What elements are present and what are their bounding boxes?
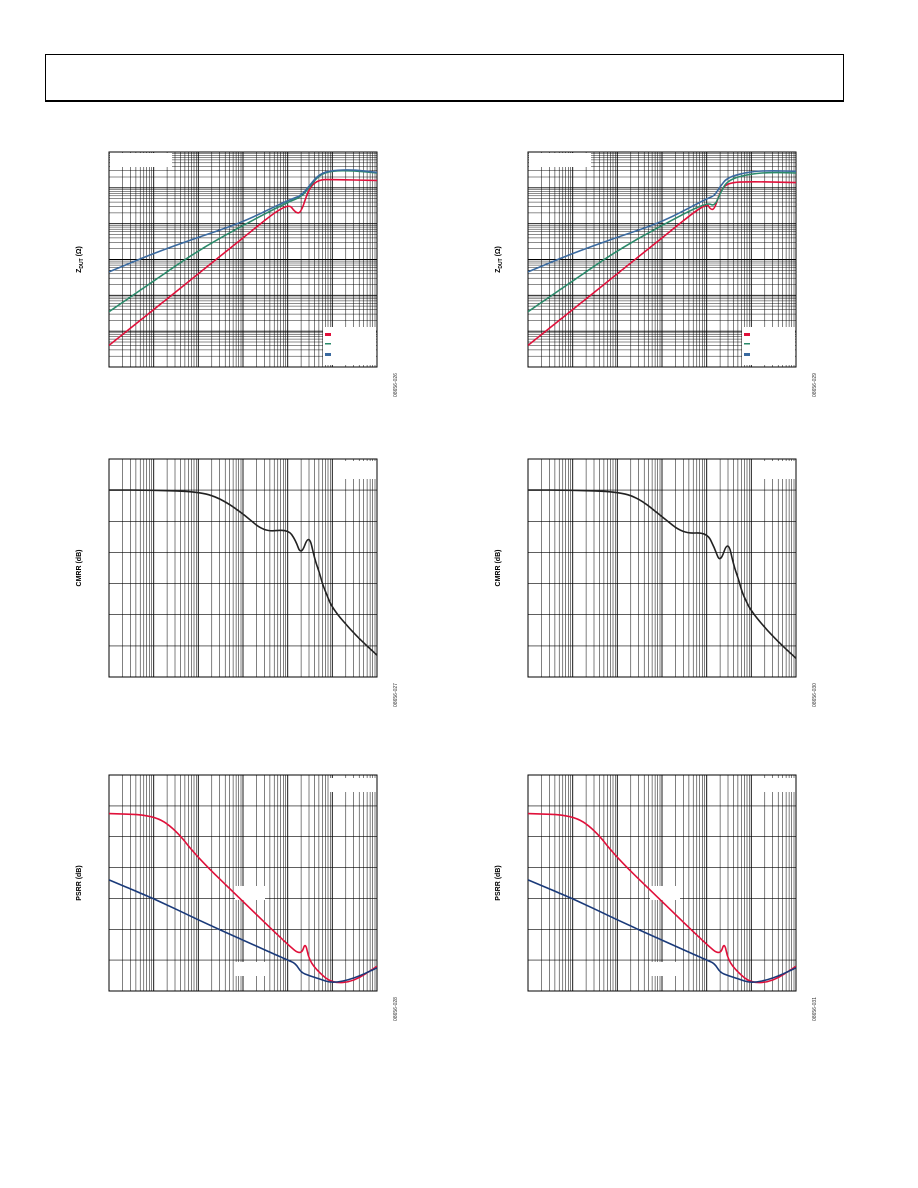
legend-swatch (325, 333, 331, 336)
figure-code: 08656-029 (812, 373, 818, 397)
legend-swatch (744, 333, 750, 336)
y-axis-label: ZDUT (Ω) (76, 246, 85, 273)
legend-swatch (325, 353, 331, 356)
legend-box (742, 327, 795, 365)
plot-frame (527, 151, 797, 368)
chart-psrr-right: PSRR (dB) 08656-031 (495, 774, 818, 1021)
legend (323, 327, 376, 365)
series-line-2 (109, 879, 377, 983)
series-line-2 (528, 171, 796, 313)
y-axis-label: ZDUT (Ω) (495, 246, 504, 273)
y-axis-label-unit: (Ω) (495, 246, 502, 258)
annotation-box (235, 962, 265, 976)
series-line-3 (528, 170, 796, 273)
legend-box (323, 327, 376, 365)
annotation-box (235, 886, 265, 900)
legend-swatch (744, 353, 750, 356)
annotation-box (338, 461, 376, 479)
annotation-box (330, 778, 376, 792)
chart-cmrr-left: CMRR (dB) 08656-027 (76, 458, 399, 707)
y-axis-label-main: Z (495, 268, 502, 273)
y-axis-label-sub: DUT (79, 258, 85, 268)
series-line-1 (109, 178, 377, 347)
series-line-1 (528, 489, 796, 659)
grid (109, 459, 377, 677)
annotation-box (650, 962, 680, 976)
annotation-box (529, 153, 591, 167)
series-line-1 (528, 181, 796, 347)
plot-frame (527, 774, 797, 992)
y-axis-label: CMRR (dB) (495, 550, 502, 587)
annotation-box (757, 461, 795, 479)
plot-frame (527, 458, 797, 678)
annotation-box (757, 778, 795, 792)
series-line-1 (109, 489, 377, 656)
grid (528, 459, 796, 677)
legend-swatch (744, 343, 750, 345)
legend (742, 327, 795, 365)
chart-cmrr-right: CMRR (dB) 08656-030 (495, 458, 818, 707)
y-axis-label-sub: DUT (498, 258, 504, 268)
y-axis-label-main: PSRR (dB) (76, 865, 83, 900)
series-line-1 (109, 812, 377, 984)
grid (528, 775, 796, 991)
series-line-2 (528, 879, 796, 983)
legend-swatch (325, 343, 331, 345)
chart-z-left: ZDUT (Ω) 08656-026 (76, 151, 399, 397)
grid (109, 775, 377, 991)
plot-frame (108, 458, 378, 678)
y-axis-label-unit: (Ω) (76, 246, 83, 258)
y-axis-label-main: PSRR (dB) (495, 865, 502, 900)
figure-code: 08656-026 (393, 373, 399, 397)
grid (528, 152, 796, 367)
series-line-3 (109, 169, 377, 273)
annotation-box (650, 886, 680, 900)
figure-code: 08656-027 (393, 683, 399, 707)
y-axis-label: CMRR (dB) (76, 550, 83, 587)
chart-z-right: ZDUT (Ω) 08656-029 (495, 151, 818, 397)
plot-frame (108, 774, 378, 992)
y-axis-label: PSRR (dB) (76, 865, 83, 900)
plot-frame (108, 151, 378, 368)
annotation-box (110, 153, 172, 167)
figure-code: 08656-030 (812, 683, 818, 707)
chart-psrr-left: PSRR (dB) 08656-028 (76, 774, 399, 1021)
y-axis-label-main: CMRR (dB) (495, 550, 502, 587)
page-header-box (45, 54, 844, 102)
series-line-1 (528, 812, 796, 984)
y-axis-label-main: CMRR (dB) (76, 550, 83, 587)
y-axis-label-main: Z (76, 268, 83, 273)
figure-code: 08656-028 (393, 997, 399, 1021)
figure-code: 08656-031 (812, 997, 818, 1021)
y-axis-label: PSRR (dB) (495, 865, 502, 900)
